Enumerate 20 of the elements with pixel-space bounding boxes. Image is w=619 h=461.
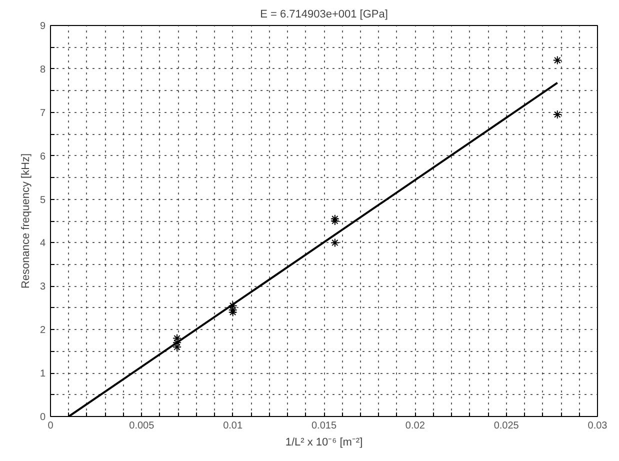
x-tick-label: 0.025 bbox=[494, 420, 520, 432]
y-tick-label: 2 bbox=[40, 325, 46, 336]
y-tick-label: 0 bbox=[40, 412, 46, 423]
y-tick-label: 4 bbox=[40, 238, 46, 250]
y-tick-label: 6 bbox=[40, 151, 46, 162]
y-tick-label: 8 bbox=[40, 64, 46, 76]
x-tick-label: 0 bbox=[48, 420, 54, 432]
y-tick-label: 5 bbox=[40, 194, 46, 206]
x-tick-label: 0.03 bbox=[588, 420, 608, 432]
x-axis-title: 1/L² x 10⁻⁶ [m⁻²] bbox=[285, 436, 363, 448]
y-axis-title: Resonance frequency [kHz] bbox=[20, 153, 32, 289]
y-tick-label: 7 bbox=[40, 108, 46, 119]
chart-title: E = 6.714903e+001 [GPa] bbox=[260, 8, 388, 20]
x-tick-label: 0.015 bbox=[311, 420, 337, 432]
y-tick-label: 9 bbox=[40, 21, 46, 32]
y-tick-label: 1 bbox=[40, 368, 46, 380]
x-tick-label: 0.005 bbox=[129, 420, 155, 432]
x-tick-label: 0.02 bbox=[405, 420, 426, 432]
y-tick-label: 3 bbox=[40, 282, 46, 293]
x-tick-label: 0.01 bbox=[223, 420, 244, 432]
